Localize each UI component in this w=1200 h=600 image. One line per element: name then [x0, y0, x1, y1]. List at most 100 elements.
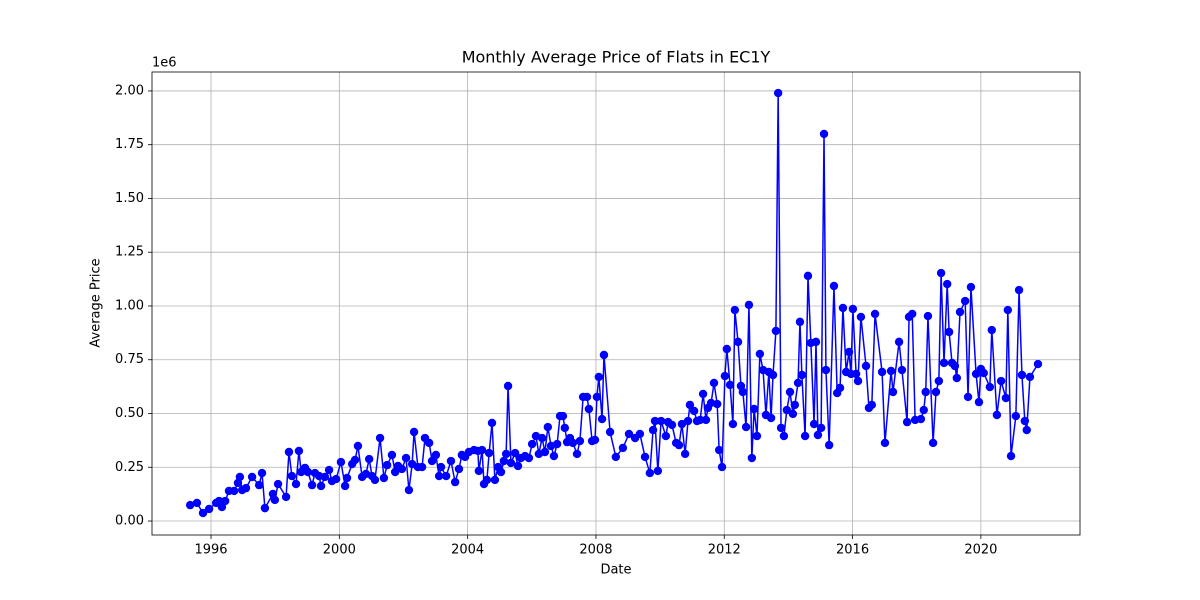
data-point — [257, 468, 267, 478]
data-point — [766, 413, 776, 423]
data-point — [667, 420, 677, 430]
data-point — [284, 447, 294, 457]
data-point — [835, 383, 845, 393]
data-point — [375, 433, 385, 443]
data-point — [752, 431, 762, 441]
data-point — [813, 430, 823, 440]
data-point — [524, 453, 534, 463]
data-point — [241, 483, 251, 493]
data-point — [510, 448, 520, 458]
data-point — [477, 445, 487, 455]
x-tick-label: 2016 — [836, 543, 869, 558]
data-point — [950, 361, 960, 371]
data-point — [635, 429, 645, 439]
data-point — [605, 427, 615, 437]
data-point — [597, 414, 607, 424]
data-point — [741, 422, 751, 432]
data-point — [560, 423, 570, 433]
data-point — [611, 452, 621, 462]
data-point — [584, 404, 594, 414]
data-point — [320, 472, 330, 482]
data-point — [645, 468, 655, 478]
data-point — [364, 454, 374, 464]
data-point — [829, 281, 839, 291]
data-point — [501, 449, 511, 459]
data-point — [877, 367, 887, 377]
data-point — [717, 462, 727, 472]
data-point — [599, 350, 609, 360]
data-point — [204, 504, 214, 514]
data-point — [683, 416, 693, 426]
data-point — [728, 419, 738, 429]
data-point — [897, 365, 907, 375]
data-point — [198, 508, 208, 518]
data-point — [738, 387, 748, 397]
data-point — [952, 373, 962, 383]
data-point — [720, 371, 730, 381]
data-point — [919, 405, 928, 415]
data-point — [540, 447, 550, 457]
data-point — [185, 500, 195, 510]
data-point — [592, 392, 602, 402]
data-point — [844, 347, 854, 357]
data-point — [992, 410, 1002, 420]
data-point — [788, 409, 798, 419]
data-point — [220, 496, 230, 506]
data-point — [709, 378, 719, 388]
data-point — [482, 475, 492, 485]
data-point — [894, 337, 904, 347]
data-point — [867, 400, 877, 410]
data-point — [229, 486, 239, 496]
data-point — [409, 427, 419, 437]
data-point — [790, 400, 800, 410]
data-point — [888, 387, 898, 397]
data-point — [963, 392, 973, 402]
x-tick-label: 2004 — [451, 543, 484, 558]
data-point — [725, 380, 735, 390]
data-point — [979, 368, 988, 378]
data-point — [1003, 305, 1013, 315]
data-point — [404, 485, 414, 495]
data-point — [773, 88, 783, 98]
data-point — [575, 436, 585, 446]
data-point — [856, 312, 866, 322]
data-point — [811, 337, 821, 347]
data-point — [572, 449, 582, 459]
data-point — [776, 423, 786, 433]
data-point — [247, 472, 257, 482]
data-point — [680, 449, 690, 459]
data-point — [424, 438, 434, 448]
data-point — [582, 392, 592, 402]
data-point — [648, 425, 658, 435]
data-point — [594, 372, 604, 382]
data-point — [450, 477, 460, 487]
data-point — [387, 450, 397, 460]
data-point — [624, 429, 634, 439]
data-point — [713, 399, 722, 409]
data-point — [527, 439, 537, 449]
data-point — [880, 438, 890, 448]
data-point — [324, 465, 334, 475]
data-point — [819, 129, 829, 139]
data-point — [987, 325, 996, 335]
data-point — [549, 451, 559, 461]
data-point — [797, 370, 807, 380]
x-tick-label: 2008 — [579, 543, 612, 558]
data-point — [696, 415, 705, 425]
data-point — [401, 453, 411, 463]
data-point — [490, 475, 500, 485]
y-offset-label: 1e6 — [152, 56, 177, 71]
data-point — [499, 456, 509, 466]
data-point — [966, 282, 976, 292]
data-point — [785, 387, 795, 397]
data-point — [824, 440, 834, 450]
data-point — [722, 344, 732, 354]
data-point — [974, 397, 984, 407]
data-point — [350, 455, 360, 465]
data-point — [1033, 359, 1043, 369]
data-point — [270, 495, 280, 505]
data-point — [336, 457, 346, 467]
data-point — [431, 450, 441, 460]
data-point — [254, 480, 264, 490]
